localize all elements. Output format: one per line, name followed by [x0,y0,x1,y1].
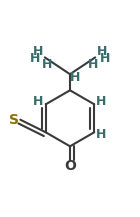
Text: H: H [33,45,43,58]
Text: H: H [33,95,44,108]
Text: H: H [70,71,80,84]
Text: H: H [97,45,107,58]
Text: H: H [96,128,107,141]
Text: S: S [9,113,19,127]
Text: H: H [100,52,110,65]
Text: H: H [42,58,52,71]
Text: H: H [30,52,40,65]
Text: H: H [96,95,107,108]
Text: H: H [88,58,98,71]
Text: O: O [64,159,76,173]
